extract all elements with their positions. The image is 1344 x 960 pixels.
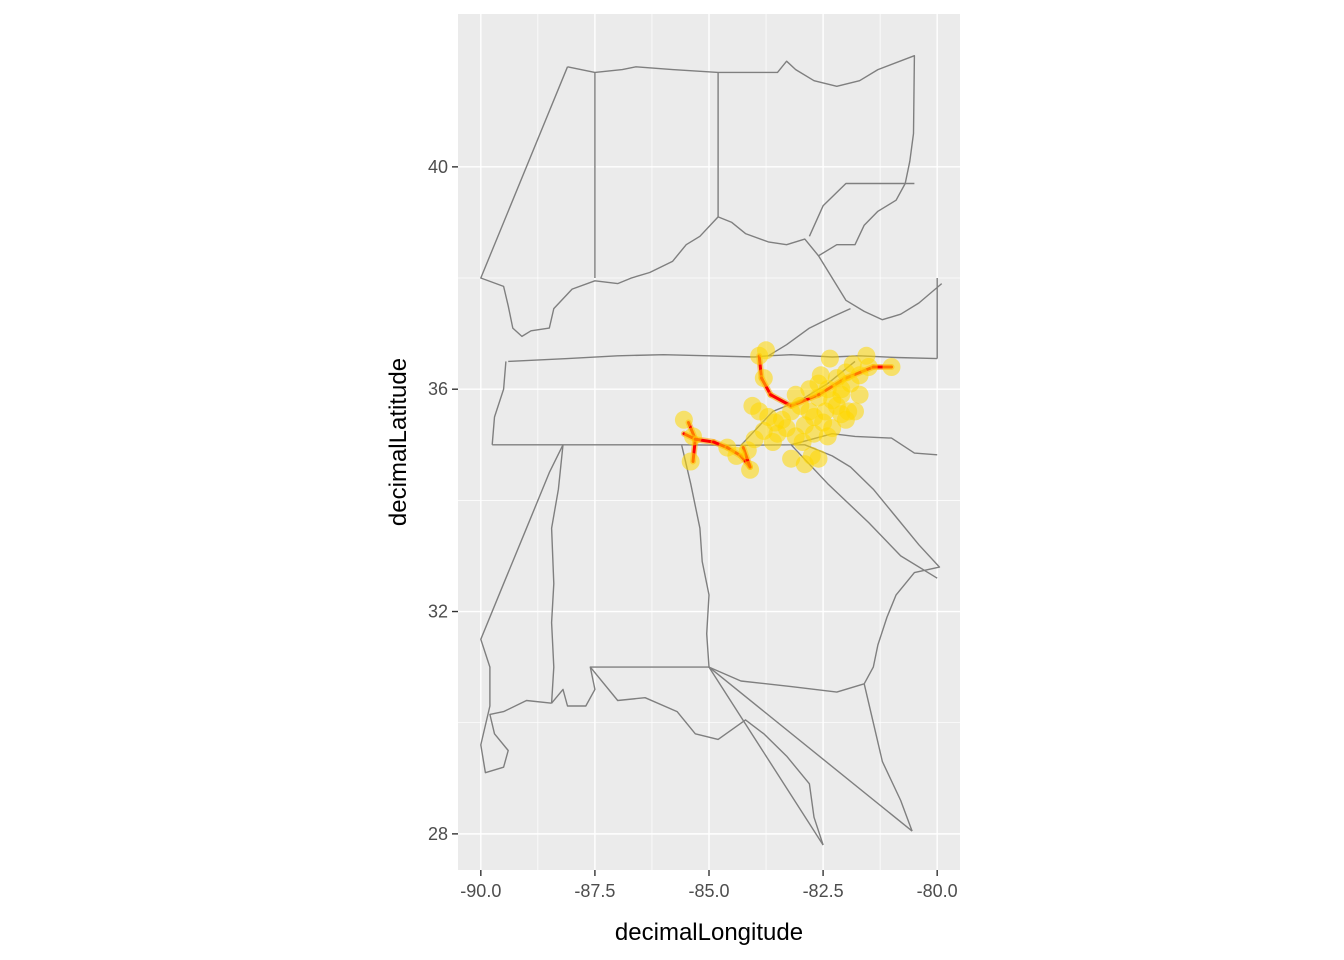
state-outlines	[480, 55, 943, 846]
x-axis-title: decimalLongitude	[615, 919, 803, 946]
state-boundary	[790, 444, 938, 579]
occurrence-point	[741, 460, 760, 479]
occurrence-point	[674, 410, 693, 429]
occurrence-point	[820, 349, 839, 368]
occurrence-point	[793, 433, 812, 451]
occurrence-point	[818, 427, 837, 446]
y-tick-label: 32	[428, 602, 448, 622]
occurrence-point	[836, 410, 855, 429]
state-boundary	[817, 255, 943, 321]
occurrence-point	[684, 427, 702, 446]
occurrence-point	[800, 402, 819, 421]
occurrence-point	[757, 341, 775, 360]
state-boundary	[863, 683, 913, 832]
x-axis-ticks: -90.0 -87.5 -85.0 -82.5 -80.0	[460, 870, 958, 901]
state-boundary	[550, 444, 564, 704]
state-boundary	[767, 307, 851, 357]
state-boundary	[708, 444, 941, 693]
occurrence-point	[681, 452, 700, 471]
x-tick-label: -82.5	[803, 881, 844, 901]
state-boundary	[708, 666, 913, 832]
occurrence-point	[857, 346, 876, 365]
occurrence-point	[832, 380, 851, 399]
occurrence-point	[795, 455, 814, 474]
x-tick-label: -85.0	[688, 881, 729, 901]
occurrence-point	[850, 385, 869, 404]
occurrence-point	[786, 385, 805, 404]
occurrence-point	[811, 366, 830, 385]
occurrence-point	[782, 449, 801, 468]
y-tick-label: 40	[428, 157, 448, 177]
y-axis-ticks: 28 32 36 40	[428, 157, 458, 844]
occurrence-point	[763, 433, 782, 451]
state-boundary	[491, 361, 507, 445]
state-boundary	[589, 666, 824, 846]
occurrence-point	[882, 358, 901, 376]
occurrence-points	[674, 341, 901, 479]
state-boundary	[808, 182, 915, 237]
x-tick-label: -80.0	[917, 881, 958, 901]
occurrence-point	[754, 369, 773, 388]
x-tick-label: -90.0	[460, 881, 501, 901]
occurrence-point	[809, 449, 828, 468]
y-tick-label: 36	[428, 379, 448, 399]
occurrence-point	[843, 355, 862, 374]
state-boundary	[708, 666, 824, 846]
x-tick-label: -87.5	[574, 881, 615, 901]
y-axis-title: decimalLatitude	[385, 358, 412, 526]
y-tick-label: 28	[428, 824, 448, 844]
state-boundary	[480, 444, 564, 774]
state-boundary	[480, 55, 916, 338]
state-boundary	[551, 444, 710, 707]
